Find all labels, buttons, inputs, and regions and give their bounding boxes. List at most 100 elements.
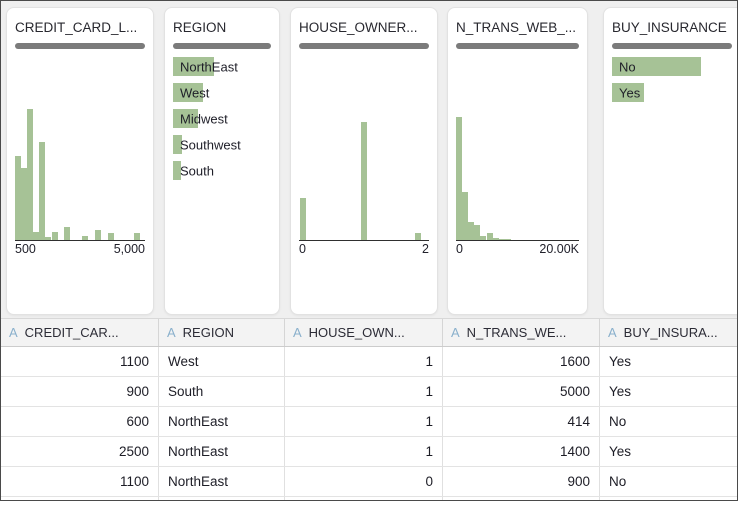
table-cell[interactable]: No	[609, 474, 627, 489]
column-n-trans-web: N_TRANS_WEB_... 0 20.00K	[443, 7, 600, 318]
profile-card-buy-insurance[interactable]: BUY_INSURANCE No Yes	[603, 7, 737, 315]
histogram-bar[interactable]	[299, 198, 306, 240]
column-header-label: REGION	[182, 325, 234, 340]
category-bar[interactable]	[612, 57, 701, 76]
category-label: No	[619, 59, 636, 74]
histogram-axis: 0 20.00K	[456, 242, 579, 257]
quality-bar[interactable]	[612, 43, 732, 49]
quality-bar[interactable]	[456, 43, 579, 49]
axis-right-label: 20.00K	[539, 242, 579, 256]
histogram-bar[interactable]	[474, 225, 481, 240]
histogram-bar[interactable]	[45, 237, 52, 240]
histogram-bar[interactable]	[361, 122, 367, 240]
category-row[interactable]: No	[612, 57, 732, 76]
table-cell[interactable]: 5000	[443, 377, 600, 406]
table-row[interactable]: 1100 West 1 1600 Yes	[1, 347, 737, 377]
table-row[interactable]: 1100 NorthEast 0 900 No	[1, 467, 737, 497]
profile-card-house-owner[interactable]: HOUSE_OWNER... 0 2	[290, 7, 438, 315]
category-bar[interactable]	[173, 161, 181, 180]
histogram-bar[interactable]	[492, 238, 499, 240]
profile-card-n-trans-web[interactable]: N_TRANS_WEB_... 0 20.00K	[447, 7, 588, 315]
histogram-bar[interactable]	[486, 233, 493, 240]
table-cell[interactable]: 0	[285, 467, 443, 496]
table-row[interactable]: 2500 NorthEast 1 1400 Yes	[1, 437, 737, 467]
table-cell[interactable]: 1	[285, 437, 443, 466]
category-bar[interactable]	[612, 83, 645, 102]
category-list-buy-insurance: No Yes	[612, 57, 732, 102]
histogram-house-owner: 0 2	[299, 56, 429, 257]
category-row[interactable]: Southwest	[173, 135, 271, 154]
table-cell[interactable]: 1100	[1, 347, 159, 376]
quality-bar[interactable]	[173, 43, 271, 49]
column-header[interactable]: A N_TRANS_WE...	[443, 319, 600, 346]
table-cell[interactable]: Yes	[609, 444, 632, 459]
table-cell[interactable]: 1100	[1, 467, 159, 496]
column-header-label: CREDIT_CAR...	[24, 325, 119, 340]
histogram-credit-card: 500 5,000	[15, 56, 145, 257]
table-cell[interactable]: No	[609, 414, 627, 429]
category-row[interactable]: NorthEast	[173, 57, 271, 76]
histogram-bar[interactable]	[15, 156, 21, 240]
column-header[interactable]: A REGION	[159, 319, 285, 346]
table-cell[interactable]: 1	[285, 407, 443, 436]
histogram-bar[interactable]	[82, 236, 89, 240]
table-cell[interactable]: NorthEast	[159, 437, 285, 466]
histogram-bar[interactable]	[38, 142, 45, 240]
column-house-owner: HOUSE_OWNER... 0 2	[285, 7, 443, 318]
histogram-bar[interactable]	[134, 233, 141, 240]
histogram-bar[interactable]	[456, 117, 462, 240]
table-cell[interactable]: 600	[1, 407, 159, 436]
histogram-bar[interactable]	[414, 233, 421, 240]
quality-bar[interactable]	[299, 43, 429, 49]
table-partial-row	[1, 497, 737, 500]
histogram-plot	[15, 56, 145, 241]
histogram-bar[interactable]	[462, 192, 469, 240]
histogram-plot	[299, 56, 429, 241]
column-header[interactable]: A HOUSE_OWN...	[285, 319, 443, 346]
table-cell[interactable]: NorthEast	[159, 407, 285, 436]
histogram-bar[interactable]	[51, 232, 58, 240]
histogram-bar[interactable]	[27, 109, 34, 240]
table-cell[interactable]: Yes	[609, 384, 632, 399]
profile-card-credit-card[interactable]: CREDIT_CARD_L... 500 5,000	[6, 7, 154, 315]
text-type-icon: A	[167, 325, 176, 340]
histogram-bar[interactable]	[20, 168, 27, 240]
table-cell[interactable]: NorthEast	[159, 467, 285, 496]
category-bar[interactable]	[173, 135, 182, 154]
table-cell[interactable]: 1600	[443, 347, 600, 376]
histogram-bar[interactable]	[32, 232, 39, 240]
table-row[interactable]: 600 NorthEast 1 414 No	[1, 407, 737, 437]
column-header[interactable]: A BUY_INSURA...	[600, 319, 737, 346]
quality-bar[interactable]	[15, 43, 145, 49]
category-label: Yes	[619, 85, 641, 100]
category-bar[interactable]	[173, 57, 215, 76]
histogram-bar[interactable]	[504, 239, 511, 240]
category-row[interactable]: Yes	[612, 83, 732, 102]
table-cell[interactable]: 1400	[443, 437, 600, 466]
histogram-bar[interactable]	[95, 230, 102, 240]
table-cell[interactable]: West	[159, 347, 285, 376]
table-cell[interactable]: 1	[285, 377, 443, 406]
table-cell[interactable]: 900	[443, 467, 600, 496]
category-bar[interactable]	[173, 83, 204, 102]
histogram-bar[interactable]	[480, 236, 487, 240]
category-row[interactable]: South	[173, 161, 271, 180]
table-cell[interactable]: 2500	[1, 437, 159, 466]
histogram-bar[interactable]	[64, 227, 71, 240]
histogram-bar[interactable]	[468, 222, 475, 240]
table-cell[interactable]: South	[159, 377, 285, 406]
category-bar[interactable]	[173, 109, 199, 128]
table-row[interactable]: 900 South 1 5000 Yes	[1, 377, 737, 407]
column-header[interactable]: A CREDIT_CAR...	[1, 319, 159, 346]
table-cell[interactable]: 1	[285, 347, 443, 376]
table-cell[interactable]: 414	[443, 407, 600, 436]
histogram-bar[interactable]	[107, 233, 114, 240]
table-cell[interactable]: 900	[1, 377, 159, 406]
histogram-bar[interactable]	[498, 239, 505, 240]
category-row[interactable]: West	[173, 83, 271, 102]
category-label: South	[180, 163, 214, 178]
profile-card-region[interactable]: REGION NorthEast West Midwest Southwest Sout…	[164, 7, 280, 315]
table-cell[interactable]: Yes	[609, 354, 632, 369]
category-row[interactable]: Midwest	[173, 109, 271, 128]
